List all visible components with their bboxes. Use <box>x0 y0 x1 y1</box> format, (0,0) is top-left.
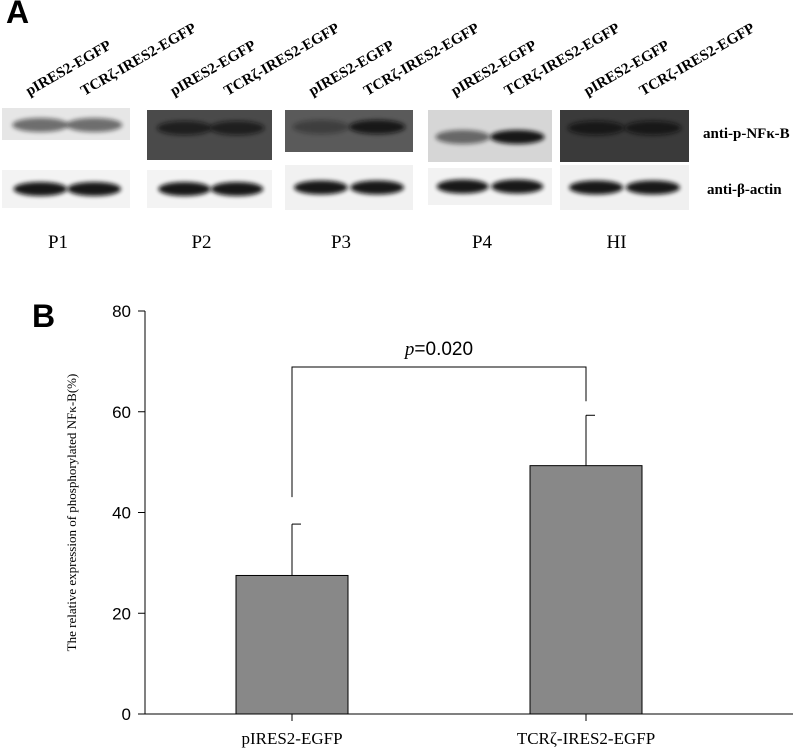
blot-nfkb-band <box>157 121 212 135</box>
blot-actin-band <box>491 179 544 194</box>
blot-actin-band <box>350 180 405 195</box>
p-symbol: p <box>403 339 415 360</box>
y-tick-label: 20 <box>112 604 131 623</box>
blot-nfkb-band <box>209 121 265 135</box>
bar <box>529 465 643 715</box>
x-category-label: pIRES2-EGFP <box>241 729 342 748</box>
x-category-label: TCRζ-IRES2-EGFP <box>517 729 655 748</box>
blot-panel-label: HI <box>606 232 626 253</box>
blot-actin-band <box>158 182 211 196</box>
blot-actin-band <box>436 179 489 194</box>
panel-a-letter: A <box>6 0 30 30</box>
blot-actin-band <box>210 182 264 196</box>
blot-actin-band <box>569 180 624 195</box>
blot-panel-label: P1 <box>48 232 68 253</box>
panel-b-letter: B <box>32 298 56 334</box>
blot-nfkb-band <box>292 120 349 134</box>
blot-nfkb-band <box>490 130 545 144</box>
bar-chart: 0 20 40 60 80 The relative expression of phos… <box>64 302 793 748</box>
y-tick-label: 0 <box>122 705 131 724</box>
blot-actin-band <box>67 182 122 196</box>
blot-panel-label: P3 <box>331 232 351 253</box>
blot-nfkb-band <box>349 120 406 134</box>
p-value: =0.020 <box>414 339 473 360</box>
blot-nfkb-band <box>66 118 123 132</box>
blot-actin-band <box>625 180 680 195</box>
y-tick-label: 60 <box>112 403 131 422</box>
y-tick-label: 80 <box>112 302 131 321</box>
bar <box>235 574 349 715</box>
western-blot-panel <box>2 108 689 210</box>
antibody-label: anti-β-actin <box>707 182 782 198</box>
antibody-label: anti-p-NFκ-B <box>703 126 790 142</box>
lane-labels: pIRES2-EGFPTCRζ-IRES2-EGFPpIRES2-EGFPTCR… <box>23 20 758 99</box>
blot-nfkb-background <box>560 110 689 162</box>
blot-nfkb-background <box>147 110 272 160</box>
blot-nfkb-band <box>567 121 625 135</box>
blot-panel-label: P4 <box>472 232 493 253</box>
blot-nfkb-band <box>624 121 682 135</box>
blot-actin-band <box>293 180 348 195</box>
blot-panel-label: P2 <box>191 232 211 253</box>
blot-actin-band <box>13 182 68 196</box>
significance-bracket <box>291 366 587 498</box>
blot-labels: P1 P2 P3 P4 HI anti-p-NFκ-B anti-β-actin <box>48 126 790 253</box>
blot-nfkb-band <box>12 118 69 132</box>
blot-nfkb-band <box>435 130 490 144</box>
y-axis-label: The relative expression of phosphorylate… <box>64 374 79 652</box>
p-value-label: p=0.020 <box>403 339 473 360</box>
y-tick-label: 40 <box>112 504 131 523</box>
